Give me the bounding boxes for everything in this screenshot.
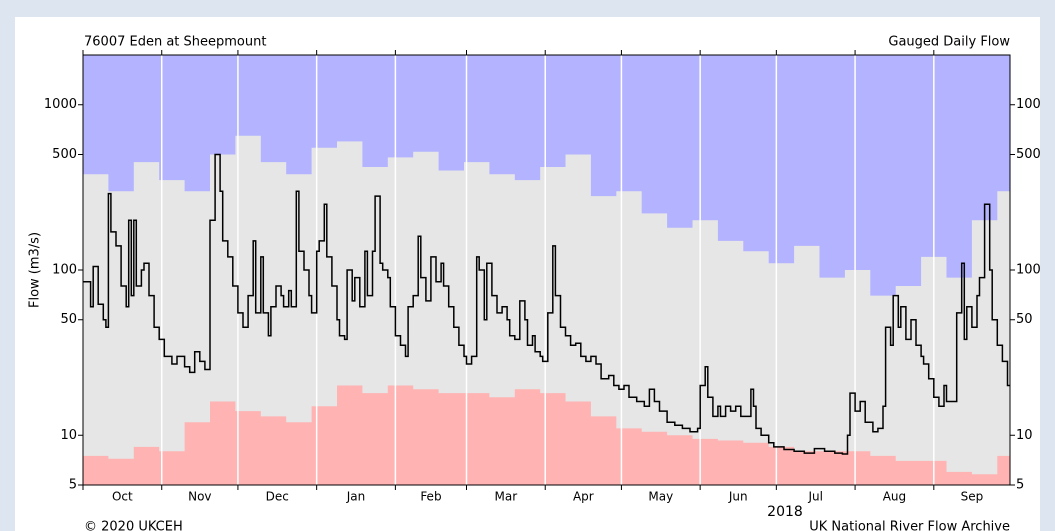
y-tick-label: 5 [69,478,77,493]
x-tick-label: Nov [188,490,211,504]
x-tick-label: Jul [807,490,822,504]
y-tick-label: 50 [60,312,77,327]
footer-right: UK National River Flow Archive [809,520,1010,531]
y-tick-label-right: 50 [1016,312,1033,327]
plot-frame [82,54,1011,486]
flow-line [83,153,1010,455]
y-tick-label: 10 [60,428,77,443]
y-axis-label: Flow (m3/s) [28,232,43,308]
area [83,385,1010,485]
area [83,55,1010,296]
chart-title: 76007 Eden at Sheepmount [84,35,266,50]
x-tick-label: Jan [346,490,366,504]
x-tick-label: Mar [495,490,518,504]
y-tick-label-right: 100 [1016,263,1041,278]
x-tick-label: Jun [728,490,748,504]
y-tick-label: 100 [52,263,77,278]
x-axis-label: 2018 [767,504,803,520]
y-tick-label: 1000 [44,97,77,112]
y-tick-label-right: 1000 [1016,97,1049,112]
x-tick-label: Sep [961,490,984,504]
chart-subtitle: Gauged Daily Flow [888,35,1010,50]
x-tick-label: Apr [573,490,594,504]
y-tick-label-right: 5 [1016,478,1024,493]
x-tick-label: Dec [266,490,289,504]
plot-group: 76007 Eden at Sheepmount Gauged Daily Fl… [28,35,1049,531]
x-tick-label: Oct [112,490,133,504]
y-tick-label-right: 10 [1016,428,1033,443]
x-tick-label: Aug [883,490,906,504]
x-tick-label: May [648,490,673,504]
x-tick-label: Feb [420,490,441,504]
y-tick-label: 500 [52,147,77,162]
y-tick-label-right: 500 [1016,147,1041,162]
footer-left: © 2020 UKCEH [84,520,183,531]
